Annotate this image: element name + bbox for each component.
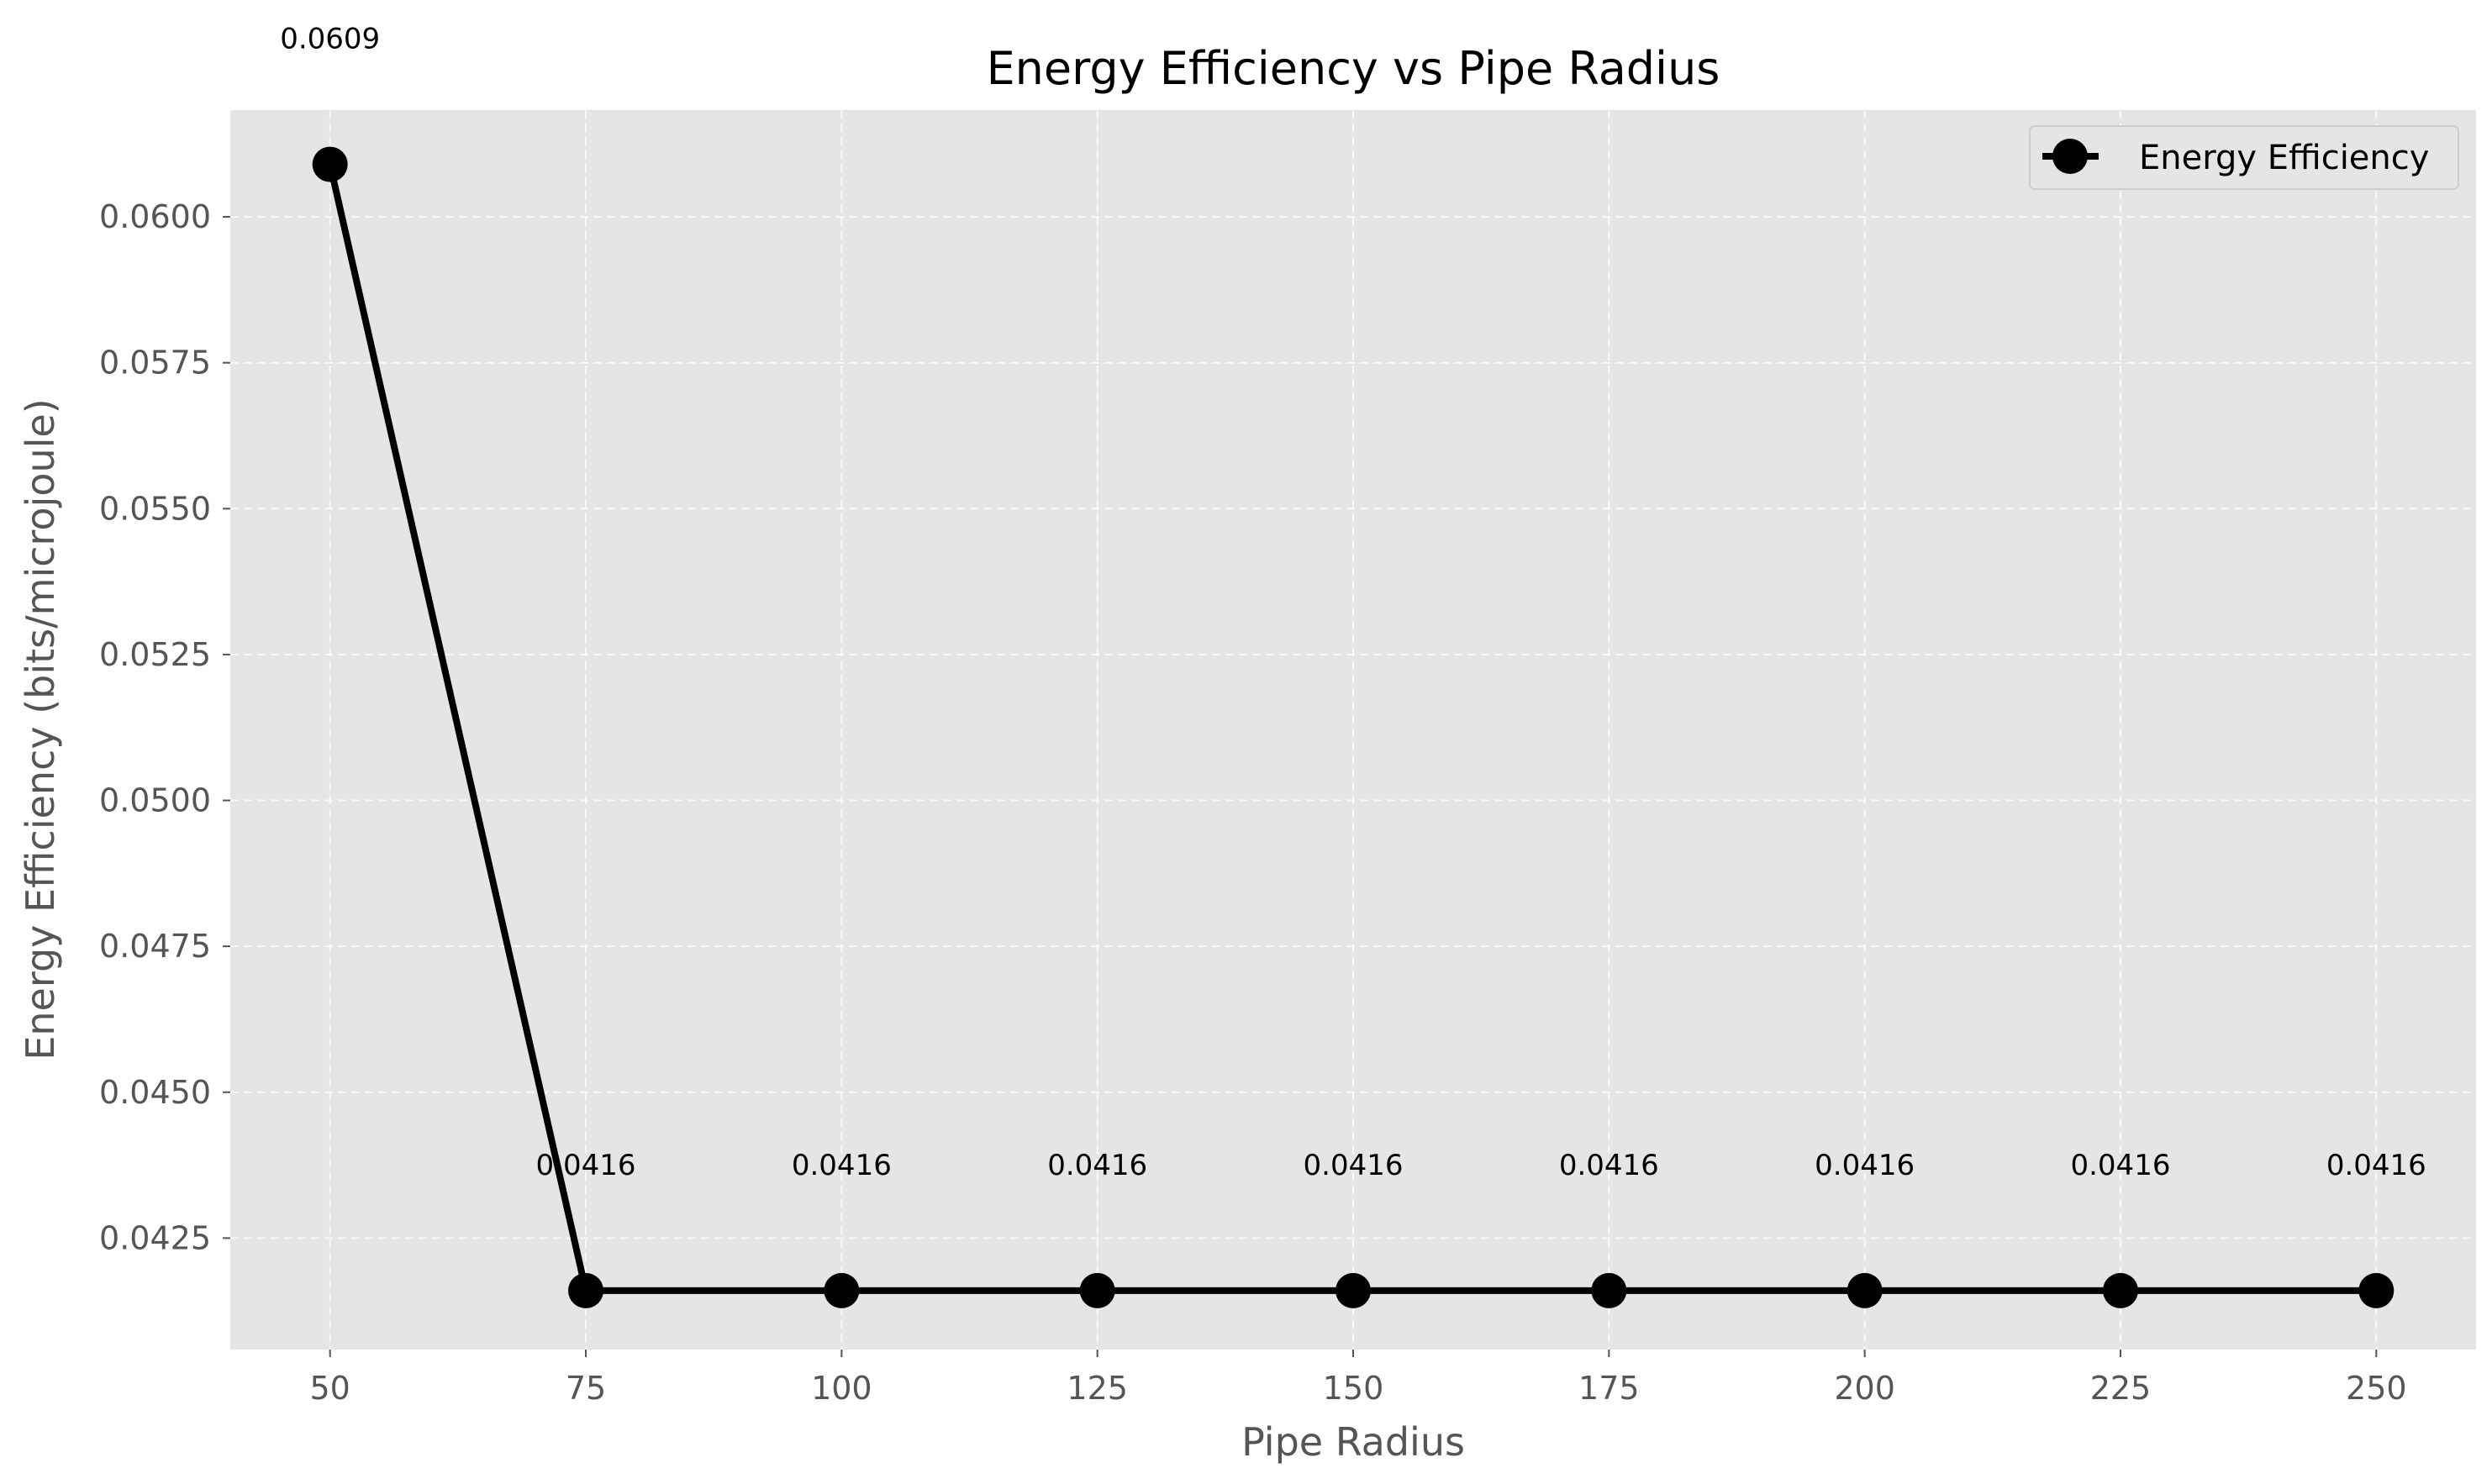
legend-label: Energy Efficiency bbox=[2139, 139, 2429, 177]
data-point bbox=[1336, 1272, 1371, 1308]
data-label: 0.0416 bbox=[1304, 1149, 1404, 1182]
chart-title: Energy Efficiency vs Pipe Radius bbox=[987, 42, 1720, 95]
legend: Energy Efficiency bbox=[2029, 125, 2459, 190]
data-point bbox=[2358, 1272, 2395, 1308]
x-tick-label: 100 bbox=[811, 1370, 872, 1407]
data-point bbox=[568, 1272, 604, 1308]
data-label: 0.0416 bbox=[1047, 1149, 1147, 1182]
data-point bbox=[1847, 1272, 1883, 1308]
data-point bbox=[1079, 1272, 1115, 1308]
x-axis-label: Pipe Radius bbox=[1241, 1419, 1465, 1465]
data-point bbox=[1591, 1272, 1627, 1308]
data-label: 0.0416 bbox=[1815, 1149, 1915, 1182]
data-label: 0.0416 bbox=[792, 1149, 892, 1182]
series-layer bbox=[312, 146, 2395, 1308]
x-tick-label: 150 bbox=[1323, 1370, 1384, 1407]
x-tick-label: 200 bbox=[1834, 1370, 1895, 1407]
grid-lines bbox=[230, 110, 2476, 1350]
data-label: 0.0416 bbox=[2070, 1149, 2170, 1182]
data-label: 0.0609 bbox=[280, 23, 380, 56]
data-label: 0.0416 bbox=[1559, 1149, 1659, 1182]
data-label: 0.0416 bbox=[536, 1149, 636, 1182]
y-tick-label: 0.0525 bbox=[99, 636, 211, 673]
y-tick-label: 0.0475 bbox=[99, 928, 211, 965]
y-axis-label: Energy Efficiency (bits/microjoule) bbox=[18, 398, 63, 1060]
x-tick-label: 50 bbox=[310, 1370, 350, 1407]
data-point bbox=[2102, 1272, 2138, 1308]
y-tick-label: 0.0450 bbox=[99, 1074, 211, 1111]
x-tick-label: 225 bbox=[2090, 1370, 2152, 1407]
y-tick-label: 0.0500 bbox=[99, 782, 211, 819]
data-point bbox=[312, 146, 348, 182]
axis-ticks: 50 75 100 125 150 175 200 225 250 0.0425 0.0450 0.0… bbox=[99, 198, 2407, 1407]
data-point bbox=[824, 1272, 860, 1308]
x-tick-label: 250 bbox=[2346, 1370, 2407, 1407]
y-tick-label: 0.0575 bbox=[99, 345, 211, 382]
data-label: 0.0416 bbox=[2326, 1149, 2426, 1182]
x-tick-label: 125 bbox=[1067, 1370, 1128, 1407]
x-tick-label: 75 bbox=[566, 1370, 606, 1407]
y-tick-label: 0.0600 bbox=[99, 198, 211, 235]
legend-marker-swatch bbox=[2052, 139, 2088, 174]
y-tick-label: 0.0425 bbox=[99, 1219, 211, 1256]
x-tick-label: 175 bbox=[1578, 1370, 1640, 1407]
legend-box bbox=[2029, 125, 2459, 190]
y-tick-label: 0.0550 bbox=[99, 490, 211, 527]
data-labels: 0.0609 0.0416 0.0416 0.0416 0.0416 0.0416 0.04… bbox=[280, 23, 2426, 1182]
